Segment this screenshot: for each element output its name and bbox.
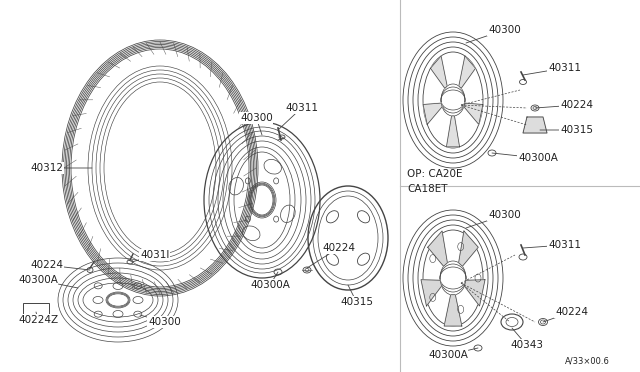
Text: 40300: 40300 <box>466 210 521 228</box>
Text: 40300: 40300 <box>240 113 273 135</box>
Text: CA18ET: CA18ET <box>407 184 447 194</box>
Text: 40300: 40300 <box>466 25 521 43</box>
Polygon shape <box>421 280 442 306</box>
Text: 40311: 40311 <box>278 103 318 130</box>
Text: 40224: 40224 <box>543 307 588 322</box>
Polygon shape <box>447 116 460 147</box>
Text: 40300A: 40300A <box>428 348 478 360</box>
Text: OP: CA20E: OP: CA20E <box>407 169 463 179</box>
Text: 40300A: 40300A <box>18 275 78 288</box>
Polygon shape <box>459 56 476 88</box>
Polygon shape <box>464 103 483 125</box>
Text: 40300A: 40300A <box>250 272 290 290</box>
Text: 40224Z: 40224Z <box>18 312 58 325</box>
Text: 40315: 40315 <box>540 125 593 135</box>
Text: 4031l: 4031l <box>132 250 170 262</box>
Polygon shape <box>465 280 485 306</box>
Text: 40300A: 40300A <box>492 153 558 163</box>
Polygon shape <box>428 231 447 266</box>
Text: 40224: 40224 <box>30 260 90 270</box>
Text: 40224: 40224 <box>307 243 355 268</box>
Text: A/33×00.6: A/33×00.6 <box>565 357 610 366</box>
Text: 40315: 40315 <box>340 285 373 307</box>
Text: 40312: 40312 <box>30 163 92 173</box>
Polygon shape <box>431 56 447 88</box>
Polygon shape <box>423 103 442 125</box>
Bar <box>23 303 49 321</box>
Polygon shape <box>444 295 462 326</box>
Text: 40311: 40311 <box>523 240 581 250</box>
Text: 40311: 40311 <box>523 63 581 75</box>
Polygon shape <box>459 231 478 266</box>
Text: 40343: 40343 <box>510 328 543 350</box>
Text: 40300: 40300 <box>140 315 180 327</box>
Polygon shape <box>523 117 547 133</box>
Text: 40224: 40224 <box>535 100 593 110</box>
